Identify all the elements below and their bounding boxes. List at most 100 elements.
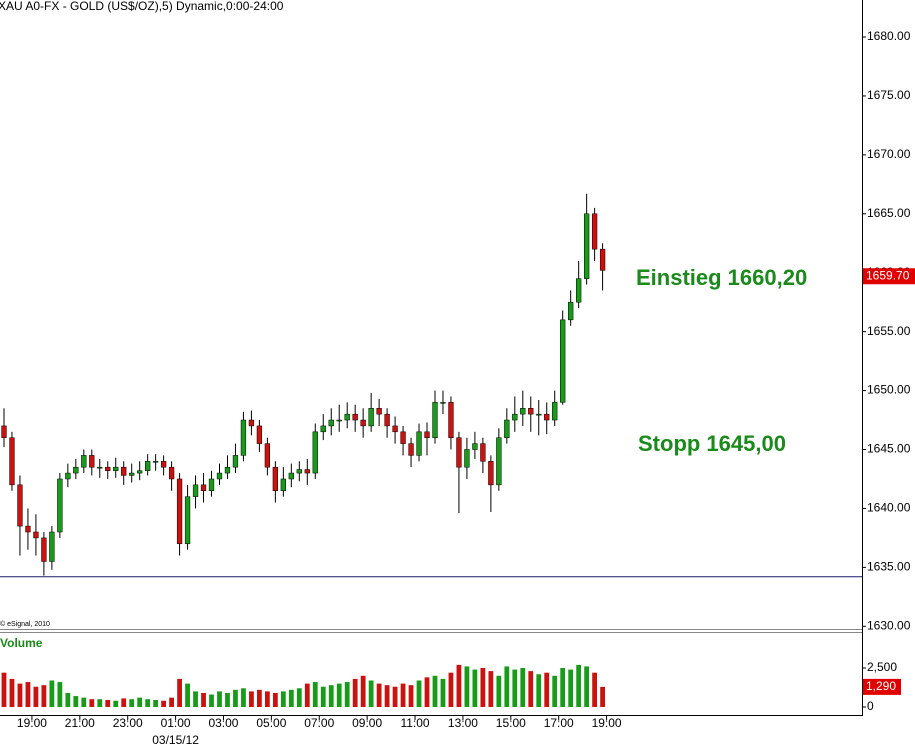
volume-bar [528,671,534,707]
volume-bar [129,699,135,707]
candle-body [583,213,590,279]
volume-bar [336,683,342,707]
volume-bar [584,666,590,707]
x-tick-label: 11:00 [400,716,429,730]
volume-bar [488,671,494,707]
candle-body [304,469,310,474]
y-tick-label: 0 [867,699,874,713]
candle-body [17,484,23,527]
volume-title: Volume [0,636,43,650]
last-volume-box [863,678,901,695]
candle-body [216,472,223,480]
volume-bar [177,678,182,707]
y-tick-label: 1670.00 [867,147,911,161]
x-tick-label: 21:00 [65,716,95,730]
candle-body [105,466,111,471]
candle-body [240,419,247,456]
volume-bar [360,675,366,707]
y-tick-label: 1650.00 [867,383,911,397]
volume-bar [193,691,198,707]
y-tick-label: 1665.00 [867,206,911,220]
candle-body [512,413,518,421]
volume-bar [233,689,238,707]
x-tick-label: 23:00 [113,716,143,730]
candle-body [344,413,350,421]
x-tick-label: 19:00 [592,716,622,730]
volume-bar [448,672,454,707]
candle-body [81,455,87,468]
candle-body [496,437,502,486]
candle-body [121,466,127,476]
volume-bar [560,667,566,707]
candle-body [176,478,183,545]
candle-body [408,443,414,456]
candle-body [448,402,454,438]
x-tick-label: 17:00 [544,716,574,730]
candle-body [328,419,334,427]
candle-body [560,319,566,403]
volume-bar [296,688,302,707]
candle-body [49,531,55,562]
volume-bar [408,685,414,707]
candle-body [424,431,430,438]
volume-bar [352,678,358,707]
candle-body [192,484,199,497]
volume-bar [185,683,190,707]
volume-bar [512,669,518,707]
volume-bar [440,678,446,707]
volume-bar [328,685,334,707]
volume-bar [145,699,151,707]
candle-body [416,431,422,456]
candle-body [160,461,167,468]
volume-bar [504,666,510,707]
volume-bar [169,697,174,707]
volume-bar [424,677,430,707]
volume-bar [225,692,230,707]
volume-bar [480,667,486,707]
y-tick-label: 1635.00 [867,560,911,574]
candle-body [376,408,382,415]
volume-bar [272,692,278,707]
volume-bar [472,669,478,707]
candle-body [544,413,550,421]
x-tick-label: 19:00 [17,716,47,730]
volume-bar [41,685,47,707]
y-tick-label: 2,500 [867,660,897,674]
y-tick-label: 1640.00 [867,501,911,515]
volume-bar [576,664,582,707]
annotation: Einstieg 1660,20 [636,265,807,290]
volume-bar [464,666,470,707]
candle-body [464,449,470,468]
volume-bar [288,689,294,707]
volume-bar [320,686,326,707]
candle-body [360,419,366,427]
last-price-box [863,268,915,285]
chart-title: XAU A0-FX - GOLD (US$/OZ),5) Dynamic,0:0… [0,0,284,13]
volume-bar [73,696,79,707]
candle-body [352,413,358,421]
candle-body [384,413,390,427]
volume-bar [392,686,398,707]
candle-body [472,443,478,450]
volume-bar [121,698,127,707]
candle-body [392,425,398,433]
candle-body [256,425,263,444]
candle-body [296,469,302,474]
volume-bar [1,672,7,707]
candle-body [528,408,534,415]
copyright: © eSignal, 2010 [0,620,50,628]
volume-bar [25,682,31,707]
last-price-label: 1659.70 [866,268,910,282]
candle-body [552,402,558,421]
volume-bar [432,675,438,707]
y-tick-label: 1680.00 [867,29,911,43]
candle-body [1,425,7,438]
volume-bar [496,675,502,707]
y-tick-label: 1675.00 [867,88,911,102]
candle-body [129,472,135,476]
candle-body [599,248,606,271]
volume-bar [264,691,270,707]
x-tick-sublabel: 03/15/12 [152,733,199,746]
volume-bar [57,682,63,707]
candle-body [432,402,438,438]
